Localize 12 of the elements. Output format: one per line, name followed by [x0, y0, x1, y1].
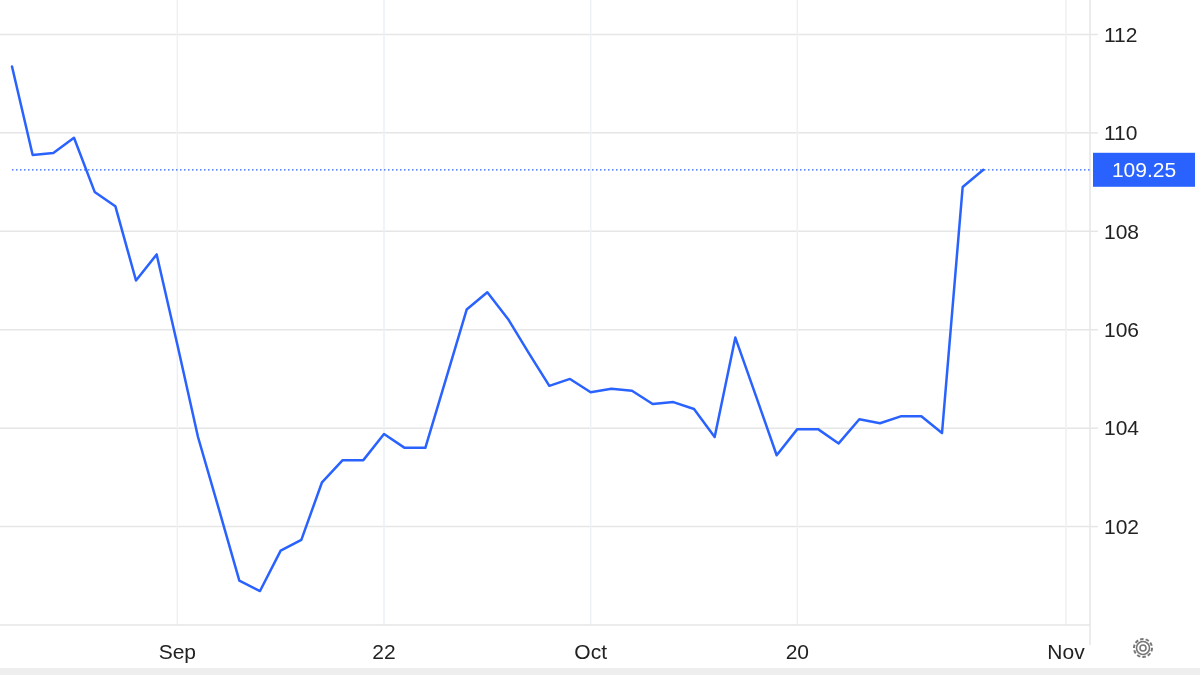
x-tick-label: Oct: [574, 640, 608, 663]
y-tick-label: 102: [1104, 514, 1140, 538]
ref-line-label: 109.25: [1111, 158, 1177, 182]
y-tick-label: 112: [1104, 22, 1138, 46]
x-tick-label: 22: [372, 640, 396, 663]
x-tick-label: Nov: [1047, 640, 1086, 663]
y-tick-label: 106: [1104, 318, 1140, 342]
x-tick-label: 20: [785, 640, 810, 663]
y-tick-label: 110: [1104, 121, 1138, 145]
y-tick-label: 108: [1104, 219, 1140, 243]
y-tick-label: 104: [1104, 416, 1140, 440]
x-tick-label: Sep: [158, 640, 197, 663]
